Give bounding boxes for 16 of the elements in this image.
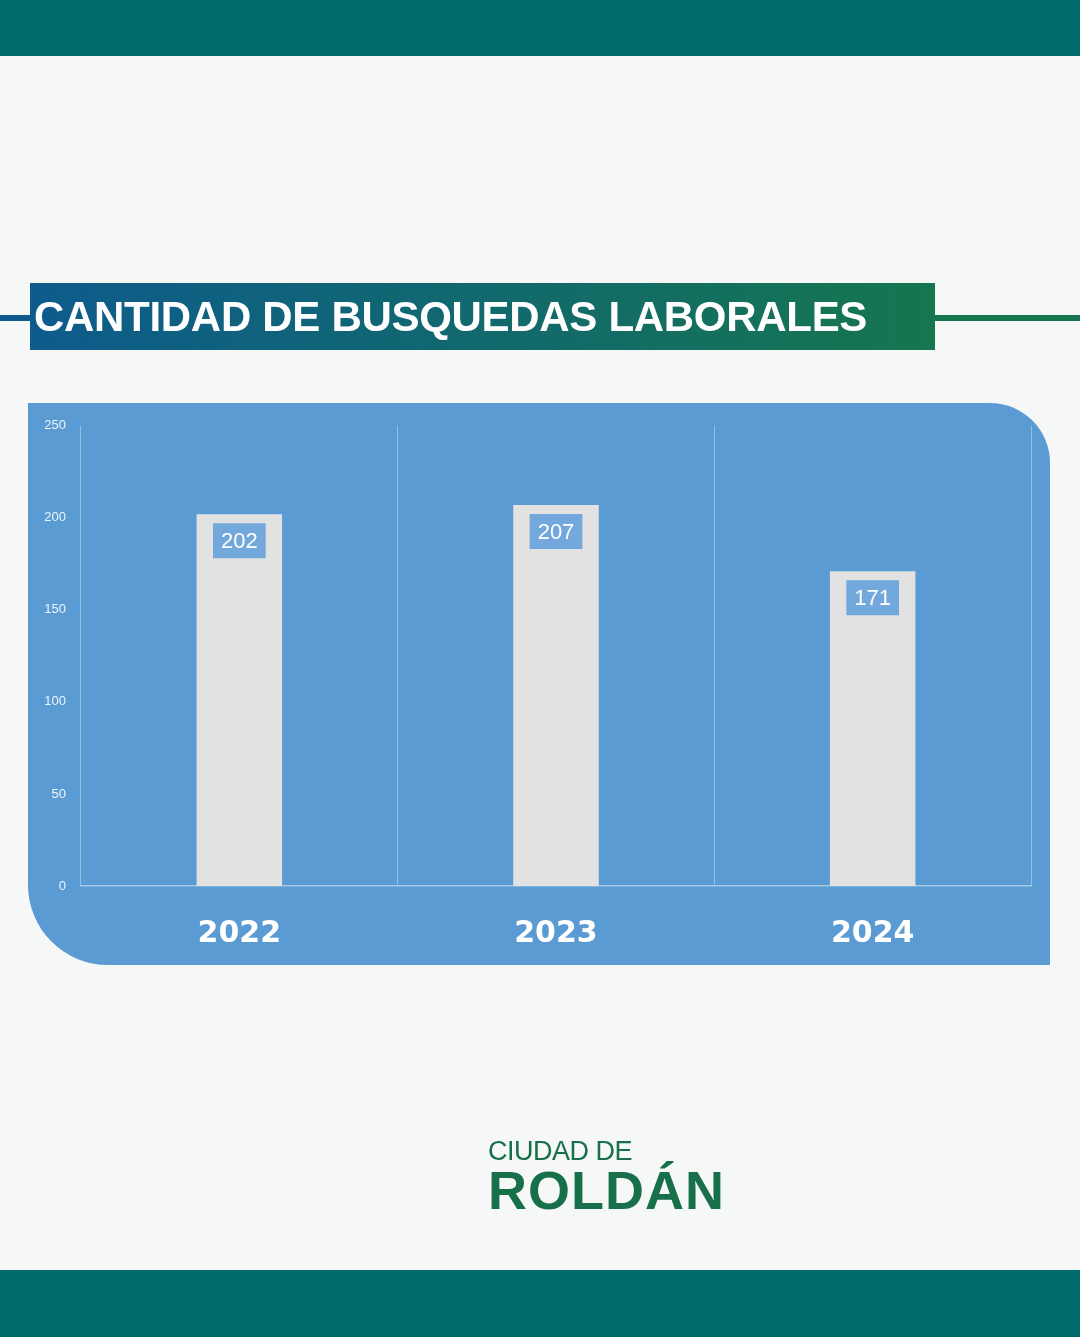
y-tick-label: 50 [51, 785, 66, 801]
bar [829, 571, 916, 886]
chart-title: CANTIDAD DE BUSQUEDAS LABORALES [30, 283, 935, 350]
data-label: 171 [854, 584, 892, 610]
bar [196, 514, 283, 886]
bar [513, 504, 599, 886]
y-tick-label: 200 [44, 509, 66, 525]
x-tick-label: 2022 [197, 913, 282, 949]
x-tick-label: 2023 [514, 913, 598, 949]
y-tick-label: 250 [44, 417, 66, 433]
y-tick-label: 0 [58, 877, 66, 893]
y-tick-label: 150 [44, 601, 66, 617]
x-tick-label: 2024 [830, 913, 915, 949]
data-label: 202 [220, 527, 258, 553]
data-label: 207 [537, 518, 575, 544]
y-tick-label: 100 [44, 693, 66, 709]
